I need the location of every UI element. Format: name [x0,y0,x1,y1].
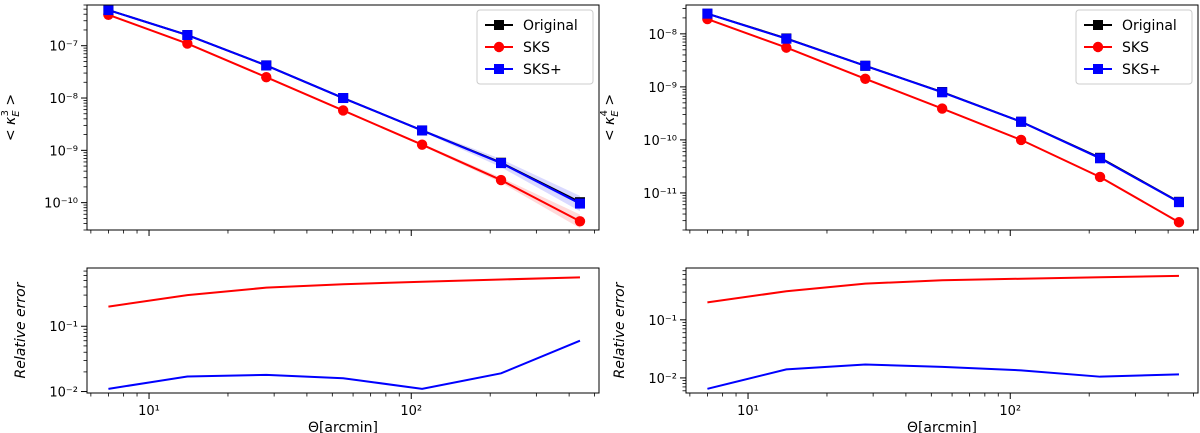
series-line-sks [707,274,1179,304]
data-point-sks [1015,134,1027,146]
data-point-sks [860,73,871,85]
data-point-sks+ [574,198,585,209]
x-tick-label: 10² [999,404,1021,419]
legend-marker-sks+ [494,64,504,74]
legend: Original SKS SKS+ [476,9,594,85]
data-point-sks+ [1173,197,1184,208]
data-point-sks [182,38,193,49]
data-point-sks+ [103,5,114,16]
y-axis-label: < κE3 > [0,94,22,141]
data-point-sks [337,105,349,116]
data-point-sks+ [781,33,792,44]
ylabel-part: E [11,110,22,117]
legend-box [476,9,594,85]
y-axis-label: < κE4 > [599,94,621,141]
y-tick-label: 10⁻² [49,386,78,401]
chart-bottom-left: 10⁻¹ 10⁻² 10¹ 10² Θ[arcmin] Relative error [13,267,600,433]
data-point-sks [1173,217,1185,228]
legend: Original SKS SKS+ [1075,9,1193,85]
y-axis-label: Relative error [612,281,628,378]
data-point-sks+ [702,8,713,19]
legend-label-original: Original [523,18,578,34]
data-point-sks+ [1016,116,1027,127]
data-point-sks [416,139,428,150]
legend-marker-sks [1092,41,1104,53]
axes-frame [86,4,600,231]
plot-area [707,274,1180,390]
y-tick-label: 10⁻² [648,372,677,387]
chart-top-right: 10⁻⁸ 10⁻⁹ 10⁻¹⁰ 10⁻¹¹ < κE4 > Original SKS SKS+ [599,4,1199,236]
data-point-sks [781,42,792,53]
data-point-sks+ [1095,153,1106,164]
y-axis-label: Relative error [13,281,29,378]
x-axis-label: Θ[arcmin] [308,420,378,433]
y-tick-label: 10⁻¹⁰ [643,134,677,149]
chart-top-left: 10⁻⁷ 10⁻⁸ 10⁻⁹ 10⁻¹⁰ < κE3 > Original SKS SKS+ [0,4,600,236]
chart-bottom-right: 10⁻¹ 10⁻² 10¹ 10² Θ[arcmin] Relative error [612,267,1199,433]
y-tick-label: 10⁻¹¹ [643,187,677,202]
ylabel-part: κ [3,116,19,125]
plot-area [103,5,586,229]
legend-marker-sks+ [1093,64,1103,74]
data-point-sks+ [496,158,507,169]
y-tick-label: 10⁻⁸ [648,28,677,43]
ylabel-part: < [602,125,618,141]
legend-label-sks+: SKS+ [523,62,562,78]
axes-frame [86,267,600,394]
data-point-sks+ [338,93,349,104]
data-point-sks [261,72,272,83]
ylabel-part: 3 [0,110,11,116]
legend-marker-sks [493,41,505,53]
legend-marker-original [1093,20,1103,30]
axes-frame [685,267,1199,394]
data-point-sks [1094,171,1106,183]
plot-area [702,8,1185,228]
y-tick-label: 10⁻¹ [49,320,78,335]
y-tick-label: 10⁻⁹ [49,144,78,159]
ylabel-part: < [3,125,19,141]
x-tick-label: 10¹ [138,404,160,419]
x-tick-label: 10¹ [737,404,759,419]
y-tick-label: 10⁻⁹ [648,81,677,96]
y-tick-label: 10⁻⁷ [49,40,78,55]
y-tick-label: 10⁻¹⁰ [44,197,78,212]
data-point-sks [936,103,948,114]
ylabel-part: κ [602,116,618,125]
data-point-sks+ [182,30,193,41]
data-point-sks+ [860,60,871,71]
data-point-sks [574,216,586,227]
legend-label-sks+: SKS+ [1122,62,1161,78]
legend-label-sks: SKS [523,40,550,56]
data-point-sks+ [417,125,428,136]
x-axis-label: Θ[arcmin] [907,420,977,433]
ylabel-part: > [3,94,19,110]
x-tick-label: 10² [400,404,422,419]
plot-area [108,276,581,390]
ylabel-part: 4 [599,110,610,116]
series-line-sks+ [108,339,581,390]
data-point-sks [495,174,507,186]
axes-frame [685,4,1199,231]
y-tick-label: 10⁻¹ [648,314,677,329]
data-point-sks+ [937,87,948,98]
legend-label-sks: SKS [1122,40,1149,56]
legend-marker-original [494,20,504,30]
data-point-sks+ [261,60,272,71]
legend-label-original: Original [1122,18,1177,34]
y-tick-label: 10⁻⁸ [49,92,78,107]
ylabel-part: > [602,94,618,110]
series-line-sks [108,276,581,308]
ylabel-part: E [610,110,621,117]
legend-box [1075,9,1193,85]
series-line-sks+ [707,363,1180,390]
